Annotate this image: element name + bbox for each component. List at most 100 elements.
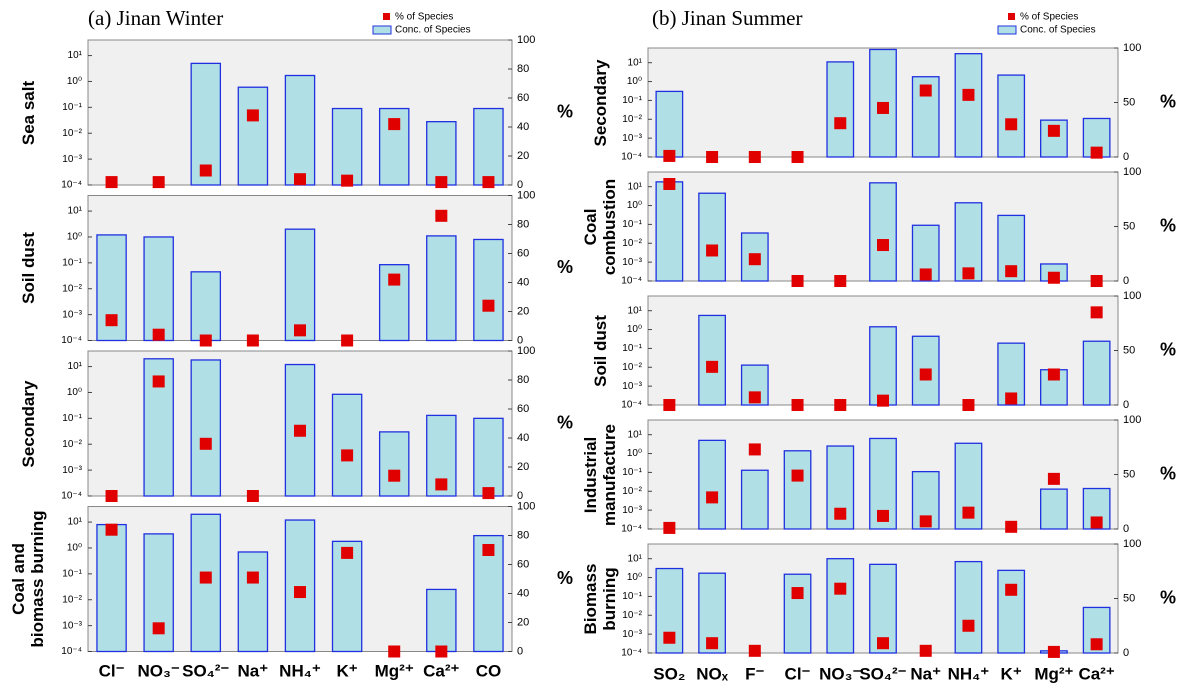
y-tick-label: 10⁻¹: [622, 219, 642, 230]
pct-marker: [246, 571, 259, 584]
y-tick-label: 10⁻²: [622, 114, 642, 125]
pct-marker: [748, 644, 761, 657]
y-tick-label: 10⁻³: [62, 309, 82, 320]
factor-label: Secondary: [590, 59, 610, 146]
x-tick-label: Cl⁻: [785, 664, 811, 683]
pct-marker: [834, 117, 847, 130]
y-tick-label: 10⁰: [627, 76, 642, 87]
pct-marker: [962, 399, 975, 411]
legend-marker: [383, 13, 390, 20]
bar: [1082, 606, 1111, 654]
y2-axis-label: %: [1160, 463, 1176, 483]
pct-marker: [341, 174, 354, 187]
bar: [783, 573, 812, 654]
bar: [783, 450, 812, 530]
y2-tick-label: 50: [1123, 96, 1135, 108]
pct-marker: [294, 424, 306, 437]
x-tick-label: Cl⁻: [99, 661, 125, 680]
y-tick-label: 10⁻²: [622, 610, 642, 621]
y-tick-label: 10¹: [68, 50, 83, 61]
y2-tick-label: 100: [1123, 414, 1141, 426]
y-tick-label: 10⁰: [67, 387, 82, 398]
y-tick-label: 10⁻¹: [62, 568, 82, 579]
factor-label: Soil dust: [590, 314, 610, 387]
pct-marker: [294, 324, 306, 337]
y-tick-label: 10⁻⁴: [61, 646, 82, 657]
y-tick-label: 10⁻²: [62, 128, 82, 139]
legend-label: Conc. of Species: [1020, 25, 1096, 36]
x-tick-label: Mg²⁺: [375, 661, 414, 680]
bar: [954, 53, 983, 158]
y-tick-label: 10⁰: [67, 76, 82, 87]
pct-marker: [877, 509, 889, 522]
y2-tick-label: 0: [1123, 647, 1129, 659]
y-tick-label: 10¹: [68, 206, 83, 217]
y2-tick-label: 50: [1123, 344, 1135, 356]
y2-tick-label: 80: [517, 529, 529, 541]
x-tick-label: K⁺: [1001, 664, 1022, 683]
bar: [284, 74, 316, 186]
y2-tick-label: 0: [1123, 523, 1129, 535]
pct-marker: [834, 507, 847, 520]
pct-marker: [663, 399, 676, 411]
bar: [740, 232, 769, 282]
pct-marker: [663, 149, 676, 162]
x-tick-label: F⁻: [745, 664, 764, 683]
pct-marker: [294, 586, 306, 599]
pct-marker: [706, 491, 719, 504]
pct-marker: [388, 273, 401, 286]
y-tick-label: 10⁻⁴: [621, 524, 642, 535]
y-tick-label: 10¹: [628, 181, 643, 192]
y-tick-label: 10⁻²: [622, 238, 642, 249]
x-tick-label: Mg²⁺: [1034, 664, 1073, 683]
factor-label: Coal combustion: [581, 178, 619, 275]
y2-tick-label: 50: [1123, 592, 1135, 604]
pct-marker: [1005, 118, 1018, 131]
y-tick-label: 10⁻⁴: [61, 335, 82, 346]
y-tick-label: 10⁻⁴: [621, 400, 642, 411]
y2-tick-label: 40: [517, 587, 529, 599]
y-tick-label: 10⁻³: [62, 154, 82, 165]
y-tick-label: 10⁻⁴: [61, 491, 82, 502]
y2-axis-label: %: [557, 412, 573, 432]
panel-title: (b) Jinan Summer: [652, 6, 802, 30]
y2-tick-label: 100: [1123, 42, 1141, 54]
pct-marker: [748, 443, 761, 456]
y2-tick-label: 50: [1123, 468, 1135, 480]
pct-marker: [962, 88, 975, 101]
y2-tick-label: 60: [517, 92, 529, 104]
pct-marker: [919, 84, 932, 97]
bar: [997, 569, 1026, 654]
bar: [331, 540, 363, 653]
bar: [190, 359, 222, 497]
bar: [237, 551, 269, 653]
y-tick-label: 10⁻²: [62, 283, 82, 294]
pct-marker: [341, 546, 354, 559]
bar: [473, 238, 504, 342]
y2-axis-label: %: [1160, 339, 1176, 359]
bar: [826, 61, 855, 158]
bar: [426, 121, 457, 186]
bar: [1082, 340, 1111, 406]
x-tick-label: CO: [476, 661, 502, 680]
y2-tick-label: 40: [517, 432, 529, 444]
y-tick-label: 10⁰: [627, 324, 642, 335]
legend-label: % of Species: [395, 12, 453, 23]
pct-marker: [834, 399, 847, 411]
pct-marker: [105, 490, 118, 502]
y2-axis-label: %: [1160, 587, 1176, 607]
bar: [655, 90, 684, 158]
y2-tick-label: 0: [517, 179, 523, 191]
pct-marker: [199, 437, 212, 450]
y-tick-label: 10⁰: [67, 543, 82, 554]
bar: [997, 74, 1026, 158]
legend-marker: [1008, 13, 1015, 20]
bar: [426, 235, 457, 342]
x-tick-label: SO₄²⁻: [859, 664, 906, 683]
pct-marker: [919, 644, 932, 657]
y2-tick-label: 100: [1123, 538, 1141, 550]
pct-marker: [199, 164, 212, 177]
x-tick-label: Ca²⁺: [423, 661, 459, 680]
pct-marker: [1090, 638, 1103, 651]
